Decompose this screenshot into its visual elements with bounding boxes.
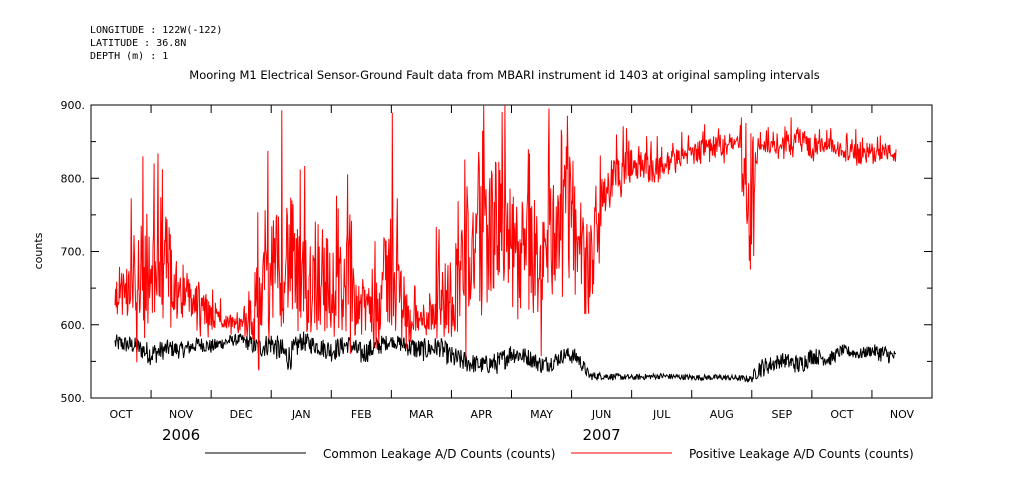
metadata-block: LONGITUDE : 122W(-122) LATITUDE : 36.8N …	[90, 24, 222, 63]
series-layer	[114, 105, 897, 383]
depth-label: DEPTH (m) : 1	[90, 51, 169, 62]
year-label: 2007	[583, 426, 621, 444]
x-tick-label: NOV	[890, 408, 915, 421]
y-axis-ticks: 500. 600. 700. 800. 900.	[61, 99, 932, 405]
longitude-label: LONGITUDE : 122W(-122)	[90, 25, 223, 36]
y-tick-label: 500.	[61, 392, 86, 405]
x-tick-label: MAR	[409, 408, 434, 421]
x-tick-label: NOV	[169, 408, 194, 421]
x-tick-label: JAN	[291, 408, 311, 421]
y-tick-label: 900.	[61, 99, 86, 112]
x-tick-label: OCT	[110, 408, 133, 421]
y-tick-label: 700.	[61, 246, 86, 259]
x-tick-label: OCT	[830, 408, 853, 421]
x-tick-label: JUL	[652, 408, 671, 421]
x-tick-label: DEC	[230, 408, 253, 421]
y-tick-label: 600.	[61, 319, 86, 332]
x-tick-label: SEP	[772, 408, 793, 421]
legend-label-positive: Positive Leakage A/D Counts (counts)	[689, 447, 914, 461]
series-positive-leakage	[114, 105, 897, 371]
legend: Common Leakage A/D Counts (counts) Posit…	[205, 447, 914, 461]
latitude-label: LATITUDE : 36.8N	[90, 38, 187, 49]
x-tick-label: JUN	[591, 408, 612, 421]
year-label: 2006	[162, 426, 200, 444]
y-axis-label: counts	[32, 232, 45, 269]
x-tick-label: AUG	[710, 408, 734, 421]
x-tick-label: MAY	[530, 408, 553, 421]
x-tick-label: APR	[471, 408, 493, 421]
legend-label-common: Common Leakage A/D Counts (counts)	[323, 447, 555, 461]
x-axis-ticks: OCT NOV DEC JAN FEB MAR APR MAY JUN JUL AUG SEP OCT N…	[110, 105, 915, 444]
x-tick-label: FEB	[351, 408, 372, 421]
chart-title: Mooring M1 Electrical Sensor-Ground Faul…	[189, 68, 820, 82]
y-tick-label: 800.	[61, 172, 86, 185]
series-common-leakage	[114, 331, 897, 383]
